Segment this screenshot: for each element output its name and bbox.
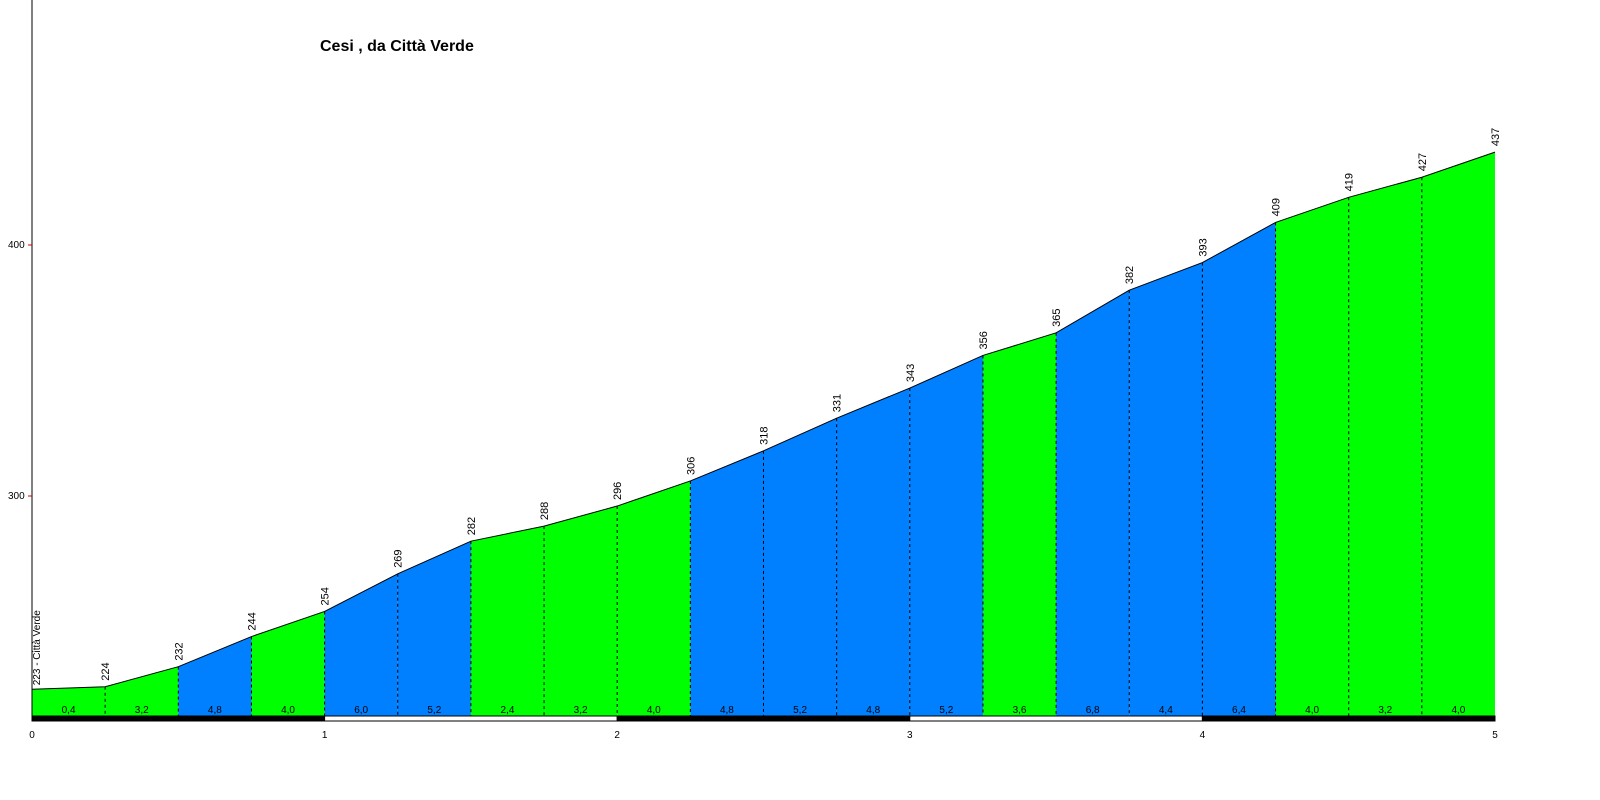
gradient-label: 3,6 <box>1013 705 1027 716</box>
gradient-label: 5,2 <box>427 705 441 716</box>
profile-segment <box>178 636 252 717</box>
gradient-label: 3,2 <box>1378 705 1392 716</box>
y-tick-label: 300 <box>8 491 25 502</box>
elevation-label: 409 <box>1271 198 1283 216</box>
profile-segment <box>470 526 545 717</box>
axes: 300 400 0 1 2 3 4 5 <box>8 0 1498 741</box>
gradient-label: 4,0 <box>647 705 661 716</box>
elevation-label: 282 <box>466 517 478 535</box>
profile-segment <box>836 388 910 717</box>
profile-segment <box>251 611 325 717</box>
profile-segment <box>1056 290 1130 717</box>
gradient-label: 4,8 <box>720 705 734 716</box>
x-tick-label: 3 <box>907 730 913 741</box>
km-scale-bar <box>31 715 1496 722</box>
elevation-label: 224 <box>100 662 112 680</box>
profile-segment <box>1421 152 1495 717</box>
elevation-label: 437 <box>1490 128 1502 146</box>
gradient-label: 5,2 <box>793 705 807 716</box>
profile-segments <box>32 152 1495 718</box>
km-bar-segment <box>31 715 326 722</box>
profile-outline <box>31 151 1496 690</box>
elevation-label: 365 <box>1051 308 1063 326</box>
elevation-label: 254 <box>320 587 332 605</box>
profile-segment <box>324 573 398 717</box>
profile-segment <box>544 506 618 717</box>
profile-segment <box>982 332 1057 717</box>
elevation-label: 232 <box>173 642 185 660</box>
gradient-label: 2,4 <box>501 705 515 716</box>
elevation-label: 288 <box>539 502 551 520</box>
gradient-label: 0,4 <box>62 705 76 716</box>
gradient-label: 4,8 <box>866 705 880 716</box>
profile-segment <box>690 450 764 717</box>
profile-segment <box>763 418 837 717</box>
x-tick-label: 4 <box>1200 730 1206 741</box>
gradient-label: 6,4 <box>1232 705 1246 716</box>
profile-segment <box>397 541 471 717</box>
y-tick-label: 400 <box>8 240 25 251</box>
gradient-label: 4,0 <box>281 705 295 716</box>
profile-segment <box>1348 177 1422 718</box>
elevation-label: 356 <box>978 331 990 349</box>
km-bar-segment <box>1201 715 1496 722</box>
elevation-label: 331 <box>832 394 844 412</box>
elevation-label: 269 <box>393 549 405 567</box>
km-bar-segment <box>909 715 1203 722</box>
profile-line <box>31 151 1496 690</box>
gradient-labels: 0,4 3,2 4,8 4,0 6,0 5,2 2,4 3,2 4,0 4,8 5,2 4,8 5,2 3… <box>62 705 1466 716</box>
start-elevation-label: 223 - Città Verde <box>32 610 43 685</box>
x-tick-label: 1 <box>322 730 328 741</box>
profile-segment <box>32 686 106 717</box>
profile-segment <box>617 480 691 717</box>
elevation-label: 244 <box>246 612 258 630</box>
profile-segment <box>1129 262 1203 717</box>
elevation-label: 393 <box>1197 238 1209 256</box>
elevation-labels: 223 - Città Verde 224 232 244 254 269 282 288 29… <box>32 128 1502 685</box>
gradient-label: 3,2 <box>135 705 149 716</box>
elevation-label: 419 <box>1344 173 1356 191</box>
elevation-label: 296 <box>612 482 624 500</box>
x-tick-label: 5 <box>1492 730 1498 741</box>
x-tick-label: 0 <box>29 730 35 741</box>
km-bar-segment <box>324 715 618 722</box>
segment-dividers <box>104 177 1423 717</box>
profile-segment <box>1202 222 1276 717</box>
x-tick-label: 2 <box>614 730 620 741</box>
profile-segment <box>1275 197 1349 717</box>
gradient-label: 6,0 <box>354 705 368 716</box>
gradient-label: 5,2 <box>939 705 953 716</box>
elevation-label: 382 <box>1124 266 1136 284</box>
gradient-label: 3,2 <box>574 705 588 716</box>
chart-title: Cesi , da Città Verde <box>320 38 474 55</box>
elevation-label: 318 <box>759 426 771 444</box>
km-bar-segment <box>616 715 911 722</box>
profile-segment <box>105 666 179 717</box>
profile-segment <box>909 355 983 717</box>
gradient-label: 4,0 <box>1305 705 1319 716</box>
gradient-label: 4,8 <box>208 705 222 716</box>
elevation-label: 306 <box>685 457 697 475</box>
gradient-label: 4,0 <box>1451 705 1465 716</box>
elevation-label: 343 <box>905 364 917 382</box>
elevation-label: 427 <box>1417 153 1429 171</box>
gradient-label: 4,4 <box>1159 705 1173 716</box>
gradient-label: 6,8 <box>1086 705 1100 716</box>
